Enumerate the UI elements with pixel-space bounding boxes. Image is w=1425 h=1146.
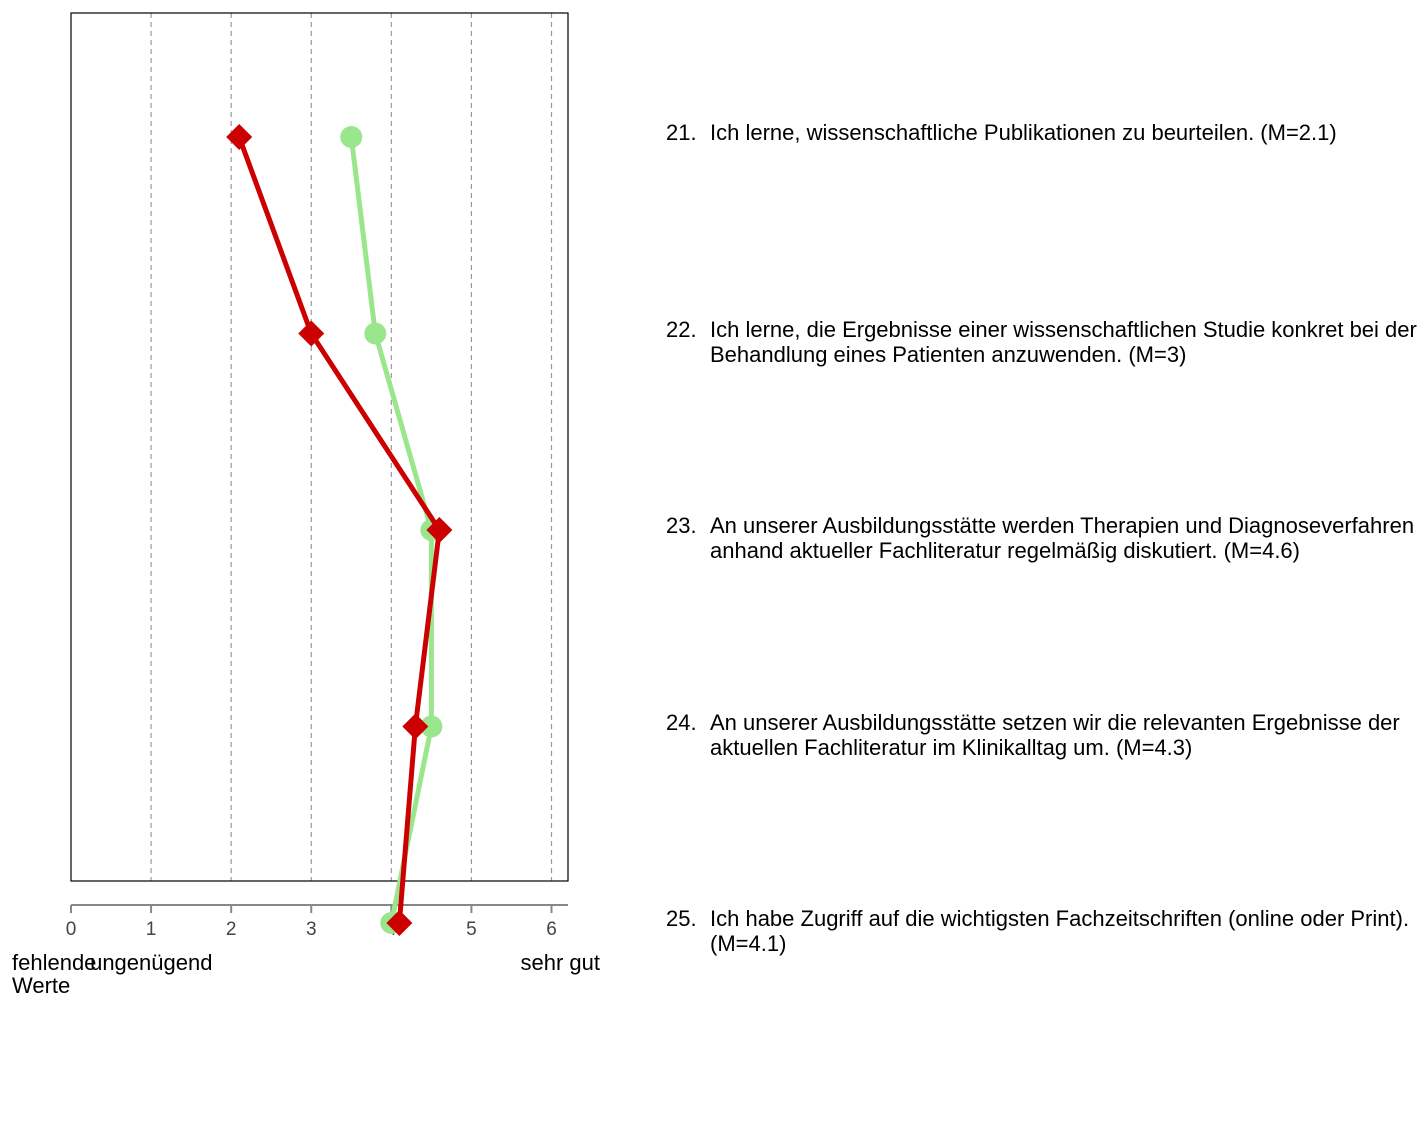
x-tick-label-3: 3 [306, 919, 317, 940]
item-1: 22. Ich lerne, die Ergebnisse einer wisse… [666, 317, 1425, 367]
item-number: 21. [666, 120, 697, 145]
series-1-point-4 [386, 910, 413, 936]
anchor-label-1: ungenügend [90, 950, 213, 975]
series-1-line [236, 136, 442, 924]
series-1-point-3 [402, 713, 429, 740]
anchor-label-6: sehr gut [520, 950, 601, 975]
item-text: Ich habe Zugriff auf die wichtigsten Fac… [710, 906, 1410, 956]
plot-frame [70, 12, 569, 882]
x-tick-label-2: 2 [226, 919, 237, 940]
series-0-point-3 [420, 715, 443, 738]
item-number: 22. [666, 316, 697, 342]
grid-lines [150, 13, 553, 881]
item-number: 23. [666, 513, 697, 538]
anchor-label-0: fehlende Werte [12, 950, 97, 998]
item-0: 21. Ich lerne, wissenschaftliche Publikat… [666, 120, 1425, 145]
x-tick-label-1: 1 [146, 919, 157, 940]
series-0-point-1 [364, 322, 387, 345]
x-tick-label-5: 5 [466, 919, 477, 940]
item-3: 24. An unserer Ausbildungsstätte setzen w… [666, 710, 1425, 760]
item-text: Ich lerne, die Ergebnisse einer wissensc… [710, 316, 1417, 367]
item-text: An unserer Ausbildungsstätte setzen wir … [710, 709, 1400, 760]
x-axis: 0123456 [66, 904, 568, 940]
x-tick-label-6: 6 [546, 919, 557, 940]
item-2: 23. An unserer Ausbildungsstätte werden T… [666, 513, 1425, 563]
series-1-point-1 [298, 320, 325, 347]
series-0-point-0 [340, 126, 363, 148]
series-layer [226, 124, 453, 936]
item-text: An unserer Ausbildungsstätte werden Ther… [710, 513, 1415, 563]
series-1-point-2 [426, 517, 453, 543]
series-1-point-0 [226, 124, 253, 150]
item-number: 24. [666, 709, 697, 735]
item-4: 25. Ich habe Zugriff auf die wichtigsten … [666, 906, 1425, 956]
x-tick-label-0: 0 [66, 919, 77, 940]
item-text: Ich lerne, wissenschaftliche Publikation… [710, 120, 1337, 145]
item-number: 25. [666, 906, 697, 931]
